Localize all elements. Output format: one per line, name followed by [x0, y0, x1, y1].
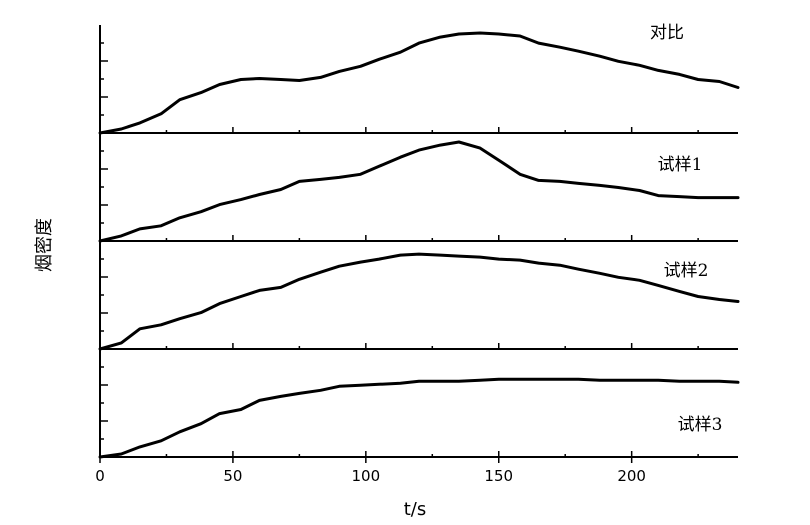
series-line-1: [98, 31, 740, 135]
x-axis: 0 50 100 150 200: [95, 457, 646, 485]
panel-4: 试样3: [98, 349, 740, 459]
series-line-4: [98, 377, 740, 459]
panel-3: 试样2: [98, 241, 740, 351]
x-tick-label: 200: [617, 467, 646, 485]
y-axis-title: 烟密度: [34, 218, 55, 272]
series-label-1: 对比: [650, 23, 684, 43]
series-line-3: [98, 252, 740, 351]
series-line-2: [98, 140, 740, 243]
series-label-3: 试样2: [664, 261, 709, 281]
panel-2: 试样1: [98, 133, 740, 243]
panel-1: 对比: [98, 23, 740, 135]
series-label-4: 试样3: [678, 415, 723, 435]
x-axis-title: t/s: [404, 499, 427, 520]
series-label-2: 试样1: [658, 155, 703, 175]
x-tick-label: 50: [223, 467, 242, 485]
x-tick-label: 100: [352, 467, 381, 485]
x-tick-label: 0: [95, 467, 105, 485]
x-tick-label: 150: [484, 467, 513, 485]
